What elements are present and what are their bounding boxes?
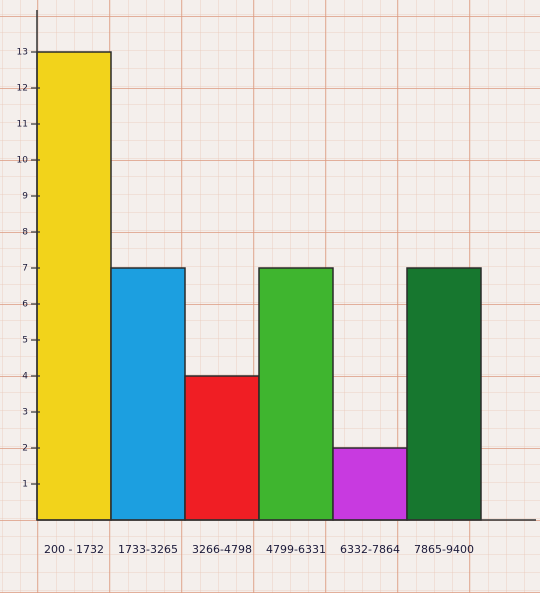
y-tick-label: 8 (22, 228, 28, 238)
bar (37, 52, 111, 520)
y-tick-label: 11 (17, 120, 28, 130)
x-tick-label: 3266-4798 (192, 543, 252, 556)
x-tick-label: 200 - 1732 (44, 543, 104, 556)
y-tick-label: 10 (17, 156, 29, 166)
x-tick-label: 6332-7864 (340, 543, 400, 556)
bar (185, 376, 259, 520)
bar (259, 268, 333, 520)
y-tick-label: 4 (22, 372, 28, 382)
x-tick-label: 7865-9400 (414, 543, 474, 556)
y-tick-label: 1 (22, 480, 28, 490)
y-tick-label: 2 (22, 444, 28, 454)
chart: 200 - 1732 1733-3265 3266-4798 4799-6331 633… (0, 0, 540, 593)
y-tick-label: 6 (22, 300, 28, 310)
y-tick-label: 3 (22, 408, 28, 418)
y-tick-label: 12 (17, 84, 28, 94)
y-tick-label: 9 (22, 192, 28, 202)
y-tick-label: 5 (22, 336, 28, 346)
y-tick-label: 7 (22, 264, 28, 274)
x-tick-label: 4799-6331 (266, 543, 326, 556)
y-tick-label: 13 (17, 48, 28, 58)
bar (407, 268, 481, 520)
x-tick-label: 1733-3265 (118, 543, 178, 556)
bar (333, 448, 407, 520)
bar (111, 268, 185, 520)
